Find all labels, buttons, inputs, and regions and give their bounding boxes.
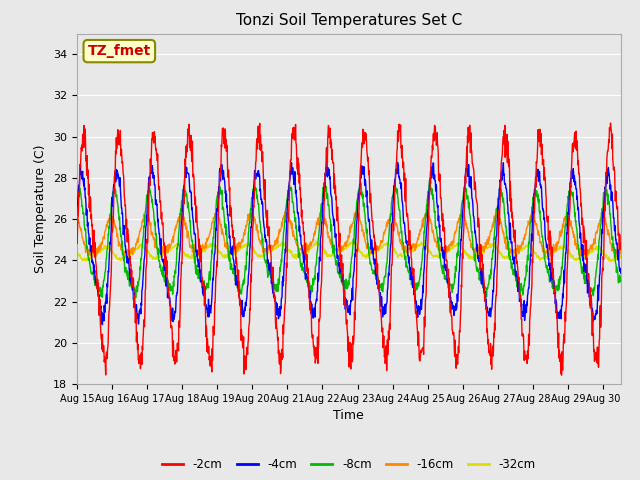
Text: TZ_fmet: TZ_fmet [88,44,151,58]
Y-axis label: Soil Temperature (C): Soil Temperature (C) [35,144,47,273]
Legend: -2cm, -4cm, -8cm, -16cm, -32cm: -2cm, -4cm, -8cm, -16cm, -32cm [157,454,540,476]
X-axis label: Time: Time [333,409,364,422]
Title: Tonzi Soil Temperatures Set C: Tonzi Soil Temperatures Set C [236,13,462,28]
